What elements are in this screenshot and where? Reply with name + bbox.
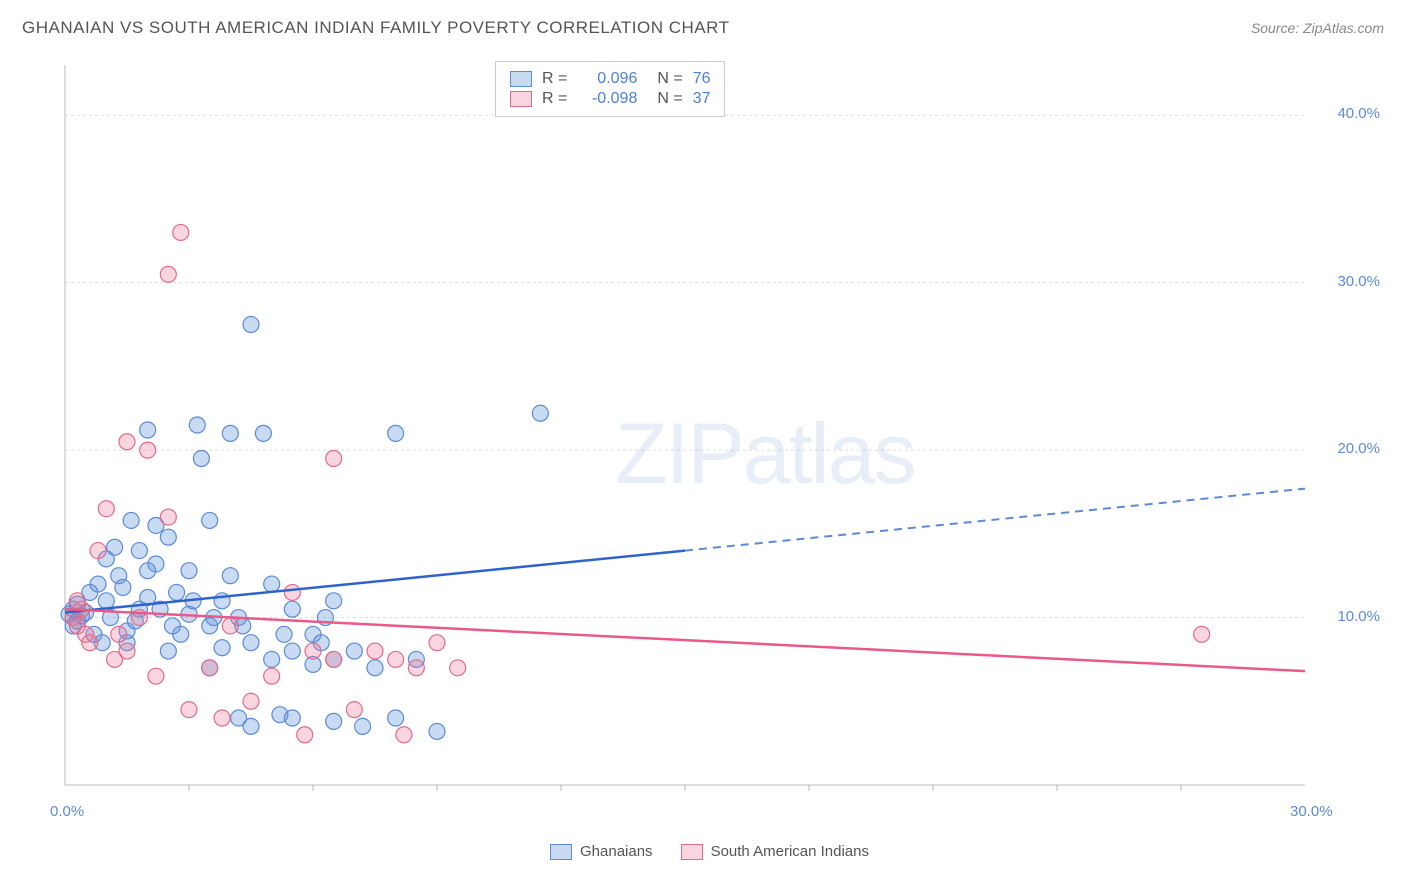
y-tick-label: 20.0% [1337, 440, 1380, 457]
correlation-legend: R = 0.096 N = 76 R = -0.098 N = 37 [495, 61, 725, 117]
legend-r-label: R = [542, 70, 567, 88]
legend-item: South American Indians [681, 843, 869, 860]
legend-series-label: Ghanaians [580, 843, 653, 860]
legend-item: Ghanaians [550, 843, 653, 860]
legend-row: R = 0.096 N = 76 [510, 70, 710, 88]
legend-swatch [681, 844, 703, 860]
legend-n-label: N = [657, 90, 682, 108]
legend-n-value: 76 [693, 70, 711, 88]
legend-r-value: -0.098 [577, 90, 637, 108]
legend-swatch [510, 71, 532, 87]
chart-header: GHANAIAN VS SOUTH AMERICAN INDIAN FAMILY… [0, 0, 1406, 50]
x-tick-label: 0.0% [50, 803, 84, 820]
chart-title: GHANAIAN VS SOUTH AMERICAN INDIAN FAMILY… [22, 18, 729, 38]
legend-r-value: 0.096 [577, 70, 637, 88]
legend-swatch [550, 844, 572, 860]
series-legend: Ghanaians South American Indians [550, 843, 869, 860]
chart-source: Source: ZipAtlas.com [1251, 20, 1384, 36]
y-axis-label-wrap: Family Poverty [8, 300, 28, 500]
y-tick-label: 40.0% [1337, 105, 1380, 122]
x-tick-label: 30.0% [1290, 803, 1333, 820]
y-tick-label: 10.0% [1337, 608, 1380, 625]
legend-row: R = -0.098 N = 37 [510, 90, 710, 108]
chart-area: ZIPatlas R = 0.096 N = 76 R = -0.098 N =… [55, 55, 1385, 835]
legend-n-label: N = [657, 70, 682, 88]
legend-series-label: South American Indians [711, 843, 869, 860]
scatter-plot-svg [55, 55, 1365, 815]
legend-r-label: R = [542, 90, 567, 108]
y-tick-label: 30.0% [1337, 273, 1380, 290]
legend-n-value: 37 [693, 90, 711, 108]
legend-swatch [510, 91, 532, 107]
